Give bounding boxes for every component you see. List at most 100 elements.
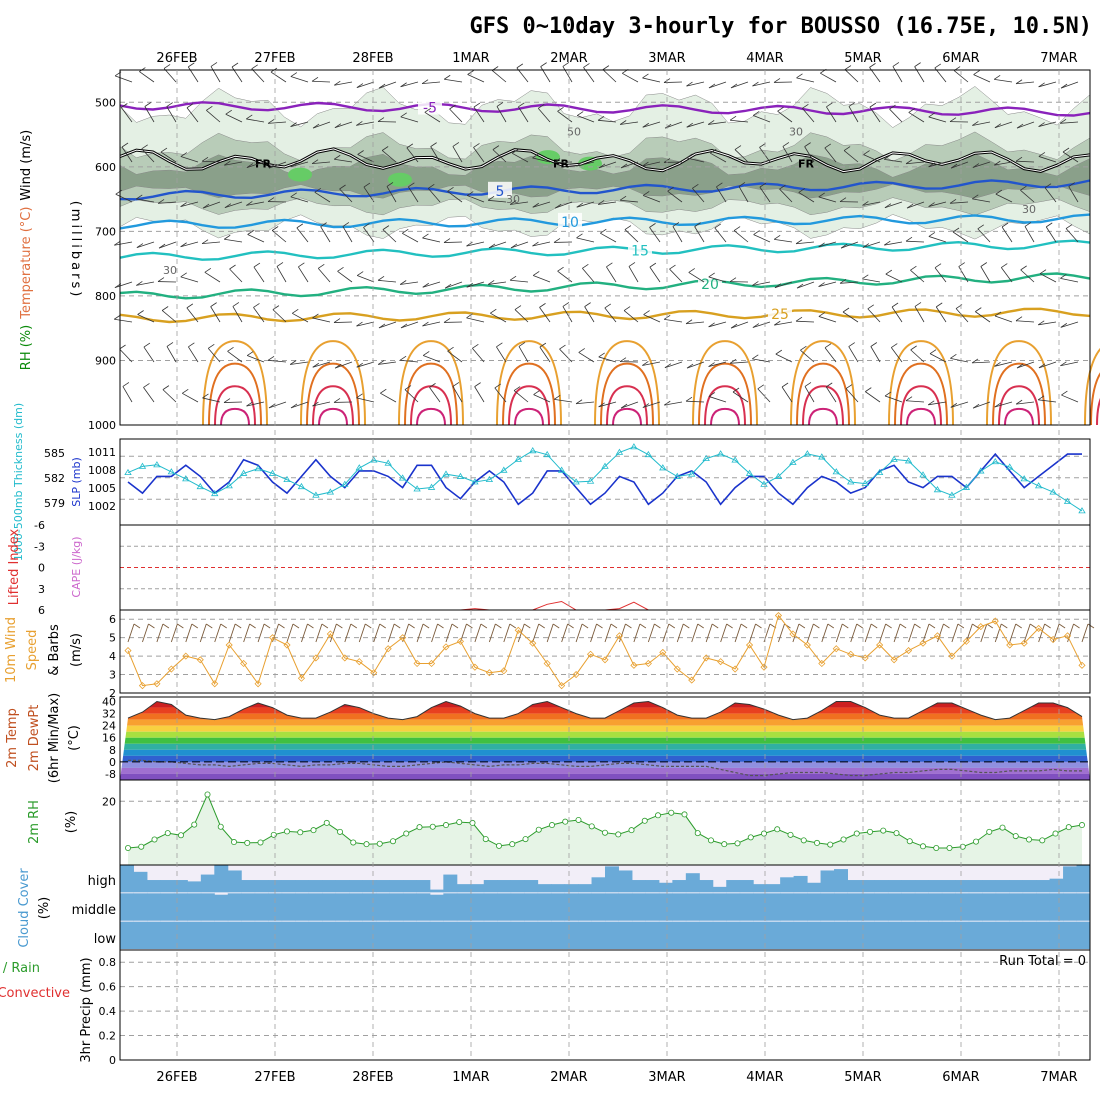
cloud-bar xyxy=(928,880,943,893)
wind-barb-flag xyxy=(223,398,231,403)
cloud-bar xyxy=(362,893,377,921)
rh-point xyxy=(125,845,132,852)
wind-barb-flag xyxy=(267,355,275,361)
wind-barb-10m-flag xyxy=(1073,623,1080,629)
wind-barb-flag xyxy=(246,351,254,356)
wind-barb xyxy=(733,230,749,243)
wind-barb-flag xyxy=(752,354,759,360)
temp-band xyxy=(120,701,1090,708)
cloud-bar xyxy=(254,893,269,921)
cloud-bar xyxy=(375,893,390,921)
cloud-bar xyxy=(187,893,202,921)
wind-barb xyxy=(443,241,463,243)
wind-barb-flag xyxy=(208,344,215,349)
wind-barb-10m xyxy=(344,623,352,643)
cloud-bar xyxy=(807,882,822,893)
wind-barb-flag xyxy=(429,383,436,388)
warm-contour xyxy=(208,362,262,426)
rh-contour-label: 50 xyxy=(567,125,581,138)
wind-barb-flag xyxy=(337,266,344,272)
wind-barb-flag xyxy=(891,343,898,348)
wind-barb-10m-flag xyxy=(177,623,184,629)
cloud-bar xyxy=(402,880,417,893)
warm-contour xyxy=(888,340,954,426)
isotherm-label-bg xyxy=(488,181,512,198)
wind-barb-flag xyxy=(773,235,781,240)
temp-band xyxy=(120,731,1090,738)
wind-barb xyxy=(452,146,463,163)
wind-point xyxy=(1020,639,1028,647)
warm-contour xyxy=(1090,372,1100,426)
precip-ytick: 0.2 xyxy=(99,1030,117,1043)
cloud-bar xyxy=(901,893,916,921)
wind-barb xyxy=(950,201,969,204)
wind-barb xyxy=(1038,361,1057,369)
rh-point xyxy=(1052,830,1059,837)
wind-barb xyxy=(562,306,573,323)
wind-barb xyxy=(862,278,881,283)
wind-barb-flag xyxy=(649,262,657,268)
rh-point xyxy=(535,826,542,833)
wind-barb-flag xyxy=(994,123,1002,129)
wind-barb xyxy=(910,349,925,363)
wind-barb xyxy=(422,281,441,288)
wind-barb xyxy=(554,201,573,209)
thickness-point xyxy=(442,470,450,477)
wind-barb-10m xyxy=(142,623,149,643)
wind-barb-flag xyxy=(994,361,1001,367)
thickness-point xyxy=(427,483,436,490)
wind-point xyxy=(471,663,479,671)
wind-barb xyxy=(510,241,529,249)
date-label-bottom: 27FEB xyxy=(254,1070,295,1085)
wind-barb-flag xyxy=(708,362,715,367)
wind-barb xyxy=(842,311,859,323)
wind-barb xyxy=(757,388,771,403)
wind-barb-flag xyxy=(714,223,722,229)
wind-barb xyxy=(337,270,353,283)
wind-barb-flag xyxy=(600,228,607,234)
wind-barb xyxy=(708,276,727,283)
wind-barb xyxy=(447,350,463,363)
wind-barb-flag xyxy=(466,282,473,288)
temp-band xyxy=(120,707,1090,714)
rh-point xyxy=(509,841,516,848)
wind-barb-flag xyxy=(202,203,210,209)
wind-barb-flag xyxy=(553,395,561,400)
wind-barb-flag xyxy=(1060,274,1067,279)
wind-barb xyxy=(972,198,991,203)
wind-barb xyxy=(774,281,793,289)
wind-barb xyxy=(1061,394,1079,403)
wind-barb-flag xyxy=(623,306,631,311)
wind-barb-10m xyxy=(604,623,612,643)
thickness-point xyxy=(716,450,725,457)
wind-barb xyxy=(824,147,837,163)
wind-barb xyxy=(628,266,639,283)
profile-ytick: 600 xyxy=(95,161,116,174)
wind-barb xyxy=(980,266,991,283)
cloud-bar xyxy=(645,893,660,921)
wind-point xyxy=(153,680,161,688)
wind-barb xyxy=(848,346,859,363)
wind-barb-flag xyxy=(496,102,504,107)
wind-barb xyxy=(510,279,529,283)
wind-barb-flag xyxy=(848,342,855,347)
wind-barb xyxy=(804,146,815,163)
rh-point xyxy=(164,830,171,837)
wind-barb xyxy=(356,121,375,126)
cloud-bar xyxy=(537,884,552,893)
wind-barb-flag xyxy=(312,313,319,319)
wind-barb-flag xyxy=(363,182,371,188)
wind-barb-flag xyxy=(312,362,320,368)
wind-barb-flag xyxy=(487,280,495,285)
wind-barb xyxy=(578,352,595,363)
wind-point xyxy=(760,663,768,671)
warm-contour xyxy=(808,407,838,426)
wind-barb-flag xyxy=(977,224,985,230)
wind-barb-10m-flag xyxy=(596,623,603,629)
wind-barb-flag xyxy=(443,238,451,243)
wind-barb xyxy=(753,115,771,123)
wind-barb-flag xyxy=(950,354,957,359)
cloud-bar xyxy=(187,921,202,949)
wind-barb-flag xyxy=(447,346,454,352)
wind-barb xyxy=(862,201,881,206)
